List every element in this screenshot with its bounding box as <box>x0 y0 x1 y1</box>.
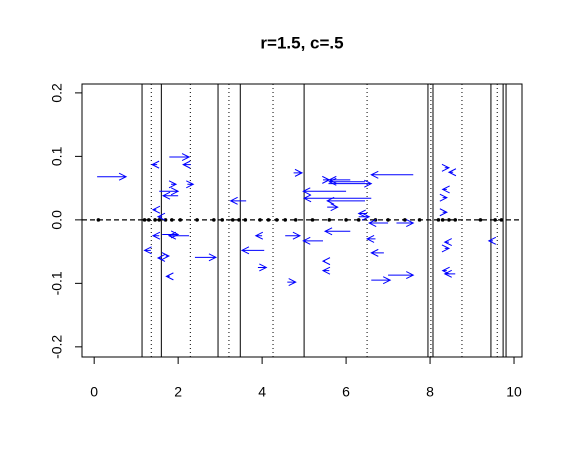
arrow <box>182 160 191 169</box>
point <box>96 218 101 222</box>
arrow <box>447 168 457 177</box>
arrow <box>365 234 376 243</box>
arrow <box>156 254 166 262</box>
arrow <box>302 194 372 203</box>
point <box>493 218 497 222</box>
arrow <box>439 193 448 202</box>
arrow <box>358 212 371 221</box>
point <box>170 218 174 222</box>
x-tick-label: 10 <box>506 384 522 400</box>
chart-title: r=1.5, c=.5 <box>260 33 343 52</box>
point <box>310 218 315 222</box>
point <box>499 218 504 222</box>
arrow <box>161 252 171 261</box>
arrow <box>439 208 448 217</box>
x-tick-label: 2 <box>174 384 182 400</box>
point <box>212 218 216 222</box>
arrow <box>257 263 268 272</box>
arrow <box>328 179 373 188</box>
arrow <box>443 238 452 247</box>
arrow <box>186 180 195 189</box>
point <box>195 218 199 222</box>
arrow <box>254 231 264 240</box>
point <box>344 218 348 222</box>
point <box>293 218 298 222</box>
point <box>220 218 225 222</box>
arrow <box>167 231 190 240</box>
arrow <box>443 269 456 278</box>
point <box>258 218 262 222</box>
arrow <box>487 236 497 245</box>
arrow <box>194 253 218 262</box>
arrow <box>328 177 365 186</box>
point <box>153 218 157 222</box>
arrow <box>326 196 365 205</box>
x-tick-label: 4 <box>258 384 266 400</box>
arrow <box>162 230 180 239</box>
arrow <box>371 276 392 285</box>
arrow <box>302 187 347 196</box>
x-tick-label: 0 <box>90 384 98 400</box>
arrow <box>321 266 331 275</box>
point <box>230 218 235 222</box>
arrow <box>441 185 450 194</box>
arrow <box>161 191 179 200</box>
point <box>440 218 445 222</box>
arrow <box>169 153 191 161</box>
arrow <box>287 278 297 287</box>
arrow <box>165 272 174 281</box>
y-tick-label: 0.0 <box>49 210 65 230</box>
y-tick-label: 0.2 <box>49 83 65 103</box>
point <box>386 218 390 222</box>
point <box>356 218 361 222</box>
arrow <box>441 163 451 172</box>
arrow <box>285 231 302 240</box>
arrow <box>302 236 323 245</box>
point <box>266 218 271 222</box>
point <box>417 218 422 222</box>
arrow <box>159 187 180 196</box>
arrow <box>151 231 161 240</box>
point <box>447 218 451 222</box>
arrow <box>97 172 128 181</box>
arrow <box>156 212 166 221</box>
x-tick-label: 8 <box>426 384 434 400</box>
arrow <box>441 244 451 253</box>
point <box>237 218 241 222</box>
point <box>327 218 332 222</box>
arrow <box>396 219 415 227</box>
point <box>163 218 168 222</box>
arrow <box>370 170 414 179</box>
point <box>453 218 458 222</box>
arrow <box>323 227 351 236</box>
arrow <box>370 248 384 257</box>
arrow <box>293 168 304 177</box>
point <box>178 218 183 222</box>
y-tick-label: -0.2 <box>49 335 65 359</box>
point <box>403 218 407 222</box>
point <box>436 218 441 222</box>
arrow <box>388 271 415 280</box>
arrow <box>240 246 265 255</box>
point <box>243 218 248 222</box>
arrow <box>143 246 152 255</box>
point <box>478 218 483 222</box>
arrow <box>168 180 178 189</box>
y-tick-label: -0.1 <box>49 271 65 295</box>
arrow <box>327 203 339 212</box>
arrow <box>150 160 160 169</box>
point <box>142 218 147 222</box>
y-tick-label: 0.1 <box>49 146 65 166</box>
point <box>275 218 279 222</box>
point <box>157 218 162 222</box>
arrow <box>368 219 389 227</box>
arrow <box>321 257 331 266</box>
x-tick-label: 6 <box>342 384 350 400</box>
arrow <box>151 205 161 214</box>
arrow <box>229 196 247 205</box>
point <box>283 218 288 222</box>
point <box>146 218 151 222</box>
